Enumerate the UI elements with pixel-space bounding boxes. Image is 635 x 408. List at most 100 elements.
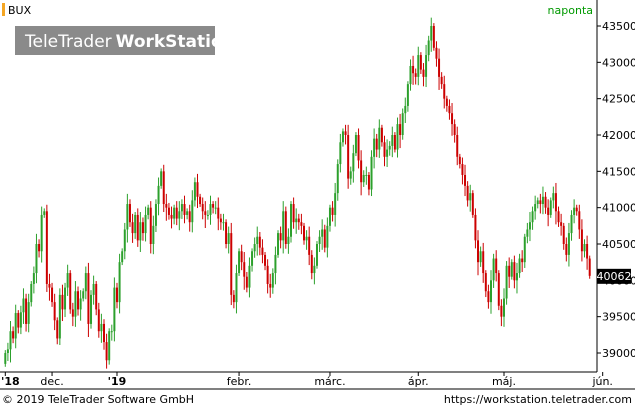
- candle-body: [64, 287, 67, 310]
- candle-body: [45, 211, 48, 284]
- candle-body: [471, 193, 474, 215]
- candle-body: [134, 214, 137, 234]
- candle-body: [274, 254, 277, 274]
- candle-body: [84, 273, 87, 292]
- candle-body: [508, 265, 511, 277]
- candle-body: [464, 174, 467, 186]
- source-url[interactable]: https://workstation.teletrader.com: [444, 393, 632, 406]
- candle-body: [71, 309, 74, 317]
- candle-body: [279, 233, 282, 241]
- candle-body: [251, 251, 254, 266]
- candle-body: [477, 240, 480, 263]
- candle-body: [427, 40, 430, 56]
- candles: [4, 17, 591, 369]
- candle-body: [347, 135, 350, 179]
- candle-body: [144, 214, 147, 234]
- symbol-marker: [2, 3, 5, 16]
- candle-body: [12, 331, 15, 339]
- candle-body: [443, 84, 446, 99]
- candle-body: [383, 142, 386, 157]
- candle-body: [183, 204, 186, 215]
- candle-body: [367, 174, 370, 190]
- x-tick-label: jún.: [591, 375, 613, 388]
- interval-label: naponta: [548, 4, 593, 17]
- x-tick-label: ápr.: [408, 375, 429, 388]
- candle-body: [440, 76, 443, 85]
- candle-body: [534, 204, 537, 212]
- candle-body: [201, 204, 204, 212]
- x-tick-label: márc.: [314, 375, 345, 388]
- candle-body: [92, 283, 95, 295]
- candle-body: [186, 211, 189, 215]
- candle-body: [393, 135, 396, 150]
- candle-body: [141, 222, 144, 234]
- candle-body: [544, 196, 547, 208]
- candle-body: [238, 251, 241, 274]
- candle-body: [386, 149, 389, 157]
- candle-body: [253, 244, 256, 252]
- candle-body: [271, 273, 274, 288]
- candle-body: [284, 211, 287, 244]
- candle-body: [453, 124, 456, 135]
- y-tick-label: 42500: [602, 93, 635, 106]
- candle-body: [461, 164, 464, 175]
- candle-body: [167, 207, 170, 215]
- candle-body: [578, 211, 581, 230]
- candle-body: [334, 193, 337, 215]
- candle-body: [526, 229, 529, 237]
- candle-body: [479, 251, 482, 263]
- candle-body: [53, 302, 56, 321]
- candle-body: [264, 254, 267, 266]
- candle-body: [27, 302, 30, 324]
- candle-body: [209, 204, 212, 215]
- candle-body: [588, 258, 591, 276]
- candle-body: [287, 236, 290, 244]
- y-tick-label: 43500: [602, 20, 635, 33]
- x-tick-label: máj.: [492, 375, 516, 388]
- candle-body: [17, 313, 20, 328]
- candle-body: [282, 211, 285, 241]
- y-tick-label: 43000: [602, 56, 635, 69]
- candle-body: [401, 113, 404, 135]
- candle-body: [100, 323, 103, 332]
- y-tick-label: 42000: [602, 129, 635, 142]
- candle-body: [199, 196, 202, 205]
- candle-body: [206, 214, 209, 216]
- candle-body: [565, 244, 568, 255]
- candle-body: [82, 291, 85, 299]
- y-tick-label: 39000: [602, 347, 635, 360]
- candle-body: [152, 225, 155, 244]
- candle-body: [422, 69, 425, 77]
- candle-body: [95, 283, 98, 310]
- candle-body: [513, 262, 516, 281]
- candle-body: [110, 331, 113, 333]
- candle-body: [425, 55, 428, 77]
- candle-body: [575, 207, 578, 212]
- candle-body: [515, 273, 518, 281]
- candle-body: [339, 142, 342, 165]
- candle-body: [518, 258, 521, 274]
- candle-body: [32, 273, 35, 284]
- candle-body: [123, 229, 126, 252]
- candle-body: [4, 353, 7, 364]
- candle-body: [562, 225, 565, 244]
- candle-body: [196, 182, 199, 197]
- candle-body: [6, 349, 9, 353]
- candle-body: [165, 204, 168, 208]
- candle-body: [295, 218, 298, 223]
- candle-body: [108, 331, 111, 361]
- candle-body: [378, 127, 381, 150]
- candle-body: [539, 200, 542, 205]
- candle-body: [541, 196, 544, 205]
- candle-body: [583, 244, 586, 252]
- candle-body: [362, 174, 365, 183]
- candle-body: [349, 171, 352, 179]
- candle-body: [523, 236, 526, 263]
- candle-body: [448, 105, 451, 114]
- last-value-tag: [597, 268, 631, 284]
- candle-body: [128, 204, 131, 223]
- candle-body: [240, 251, 243, 263]
- y-tick-label: 40500: [602, 238, 635, 251]
- candle-body: [136, 214, 139, 241]
